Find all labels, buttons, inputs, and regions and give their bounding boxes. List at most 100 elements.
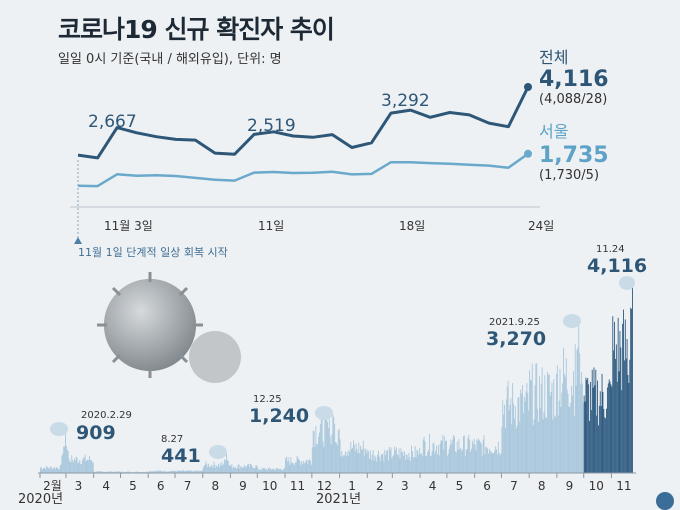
daily-bar: [581, 383, 583, 473]
daily-bar: [334, 423, 336, 473]
daily-bar: [310, 460, 311, 473]
daily-bar: [87, 459, 89, 473]
daily-bar: [243, 467, 244, 473]
daily-bar: [481, 455, 483, 473]
daily-bar: [166, 471, 168, 473]
daily-bar: [409, 457, 411, 473]
daily-bar: [471, 448, 472, 473]
daily-bar: [618, 371, 620, 473]
daily-bar: [374, 455, 376, 473]
daily-bar: [352, 440, 354, 473]
daily-bar: [119, 471, 121, 473]
daily-bar: [365, 449, 367, 473]
daily-bar: [592, 387, 594, 473]
daily-bar: [470, 451, 472, 473]
daily-bar: [489, 451, 491, 473]
daily-bar: [70, 462, 72, 473]
daily-bar: [487, 448, 489, 473]
daily-bar: [52, 467, 54, 473]
daily-bar: [205, 461, 207, 473]
daily-bar: [274, 470, 276, 473]
daily-bar: [422, 439, 424, 473]
daily-bar: [260, 470, 262, 473]
daily-bar: [437, 445, 439, 473]
daily-bar: [230, 466, 232, 473]
daily-bar: [533, 419, 535, 473]
daily-bar: [243, 464, 245, 473]
daily-bar: [510, 398, 512, 473]
daily-bar: [183, 470, 184, 473]
daily-bar: [500, 453, 502, 473]
tick-nov24: 24일: [528, 219, 554, 233]
daily-bar: [439, 443, 441, 473]
daily-bar: [349, 451, 351, 473]
daily-bar: [627, 374, 629, 473]
daily-bar: [377, 454, 379, 473]
daily-bar: [395, 447, 397, 473]
daily-bar: [515, 428, 517, 473]
daily-bar: [576, 349, 578, 473]
year-2020: 2020년: [18, 492, 63, 507]
annotation-1240: 1,240: [249, 405, 309, 427]
daily-bar: [171, 471, 173, 473]
bottom-annotations: 2020.2.29 909 8.27 441 12.25 1,240 2021.…: [50, 244, 647, 467]
daily-bar: [398, 448, 400, 473]
daily-bar: [338, 429, 340, 473]
daily-bar: [421, 455, 423, 473]
daily-bar: [218, 466, 220, 473]
daily-bar: [57, 468, 59, 473]
daily-bar: [497, 441, 499, 473]
daily-bar: [246, 465, 248, 473]
daily-bar: [493, 453, 495, 473]
daily-bar: [88, 460, 90, 473]
daily-bar: [453, 435, 455, 473]
daily-bar: [496, 454, 498, 473]
daily-bar: [631, 308, 633, 473]
daily-bar: [435, 450, 437, 473]
month-label: 3: [401, 479, 409, 493]
daily-bar: [300, 465, 302, 473]
daily-bar: [149, 470, 150, 473]
daily-bar: [323, 447, 325, 473]
daily-bar: [529, 370, 531, 473]
daily-bar: [226, 459, 228, 473]
daily-bar: [454, 451, 456, 473]
daily-bar: [380, 454, 382, 473]
daily-bar: [126, 471, 128, 473]
daily-bar: [96, 471, 98, 473]
daily-bar: [617, 317, 619, 473]
daily-bar: [370, 460, 372, 473]
daily-bar: [148, 471, 150, 473]
daily-bar: [427, 452, 429, 473]
daily-bar: [41, 469, 43, 473]
daily-bar: [486, 447, 488, 473]
daily-bar: [190, 470, 192, 473]
daily-bar: [412, 451, 413, 473]
daily-bar: [526, 383, 528, 473]
daily-bar: [473, 438, 475, 473]
daily-bar: [75, 456, 77, 473]
daily-bar: [109, 471, 111, 473]
daily-bar: [204, 465, 206, 473]
daily-bar: [433, 442, 435, 473]
daily-bar: [484, 454, 486, 473]
daily-bar: [403, 451, 405, 473]
daily-bar: [160, 470, 162, 473]
daily-bar: [299, 460, 301, 473]
daily-bar: [415, 457, 417, 473]
daily-bar: [118, 471, 120, 473]
daily-bar: [278, 468, 280, 473]
daily-bar: [524, 401, 526, 473]
daily-bar: [344, 455, 345, 473]
daily-bar: [538, 421, 539, 473]
daily-bar: [127, 471, 129, 473]
daily-bar: [273, 468, 275, 473]
daily-bar: [333, 416, 335, 473]
series-total-name: 전체: [539, 48, 568, 67]
daily-bar: [551, 382, 553, 473]
daily-bar: [383, 461, 385, 473]
daily-bar: [608, 379, 610, 473]
daily-bar: [469, 439, 471, 473]
month-label: 6: [483, 479, 491, 493]
